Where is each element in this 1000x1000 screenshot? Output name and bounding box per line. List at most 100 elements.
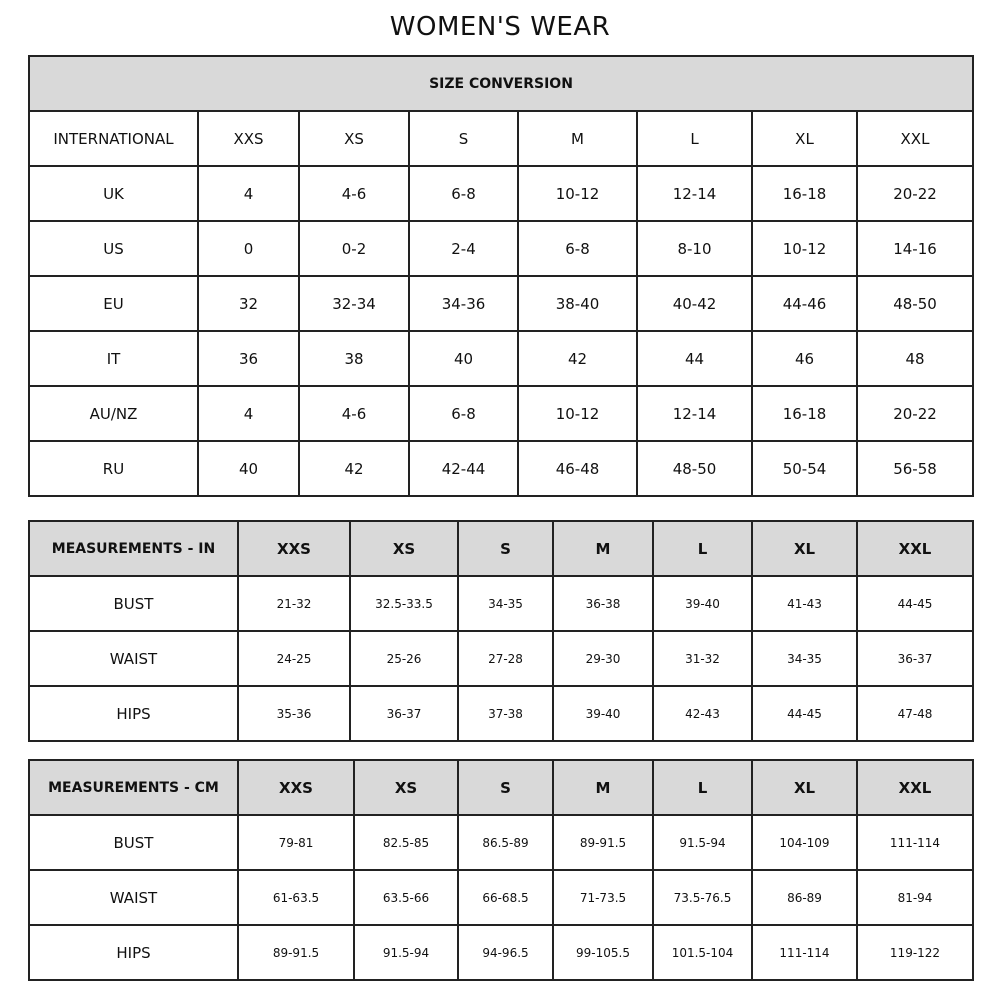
size-column-header: S [457,759,554,816]
table-cell: 16-18 [751,385,858,442]
size-conversion-banner: SIZE CONVERSION [28,55,974,112]
table-cell: 44-45 [751,685,858,742]
row-label: HIPS [28,685,239,742]
table-cell: 0 [197,220,300,277]
size-column-header: XXL [856,759,974,816]
table-cell: 40-42 [636,275,753,332]
table-cell: 38-40 [517,275,638,332]
table-cell: 16-18 [751,165,858,222]
table-cell: 36-37 [349,685,459,742]
table-cell: 32.5-33.5 [349,575,459,632]
size-column-header: XXS [237,759,355,816]
table-cell: 111-114 [856,814,974,871]
measurements-in-header-row: MEASUREMENTS - IN XXS XS S M L XL XXL [28,520,974,577]
table-cell: 34-35 [457,575,554,632]
measurements-cm-header-row: MEASUREMENTS - CM XXS XS S M L XL XXL [28,759,974,816]
table-cell: 12-14 [636,385,753,442]
table-cell: 36-38 [552,575,654,632]
size-column-header: XS [349,520,459,577]
table-cell: 4 [197,165,300,222]
table-cell: 36-37 [856,630,974,687]
table-cell: 20-22 [856,385,974,442]
table-cell: 48 [856,330,974,387]
table-cell: 39-40 [652,575,753,632]
size-column-header: L [652,520,753,577]
size-column-header: XL [751,759,858,816]
table-cell: 86-89 [751,869,858,926]
table-cell: 36 [197,330,300,387]
table-cell: 29-30 [552,630,654,687]
table-cell: 86.5-89 [457,814,554,871]
table-cell: 89-91.5 [237,924,355,981]
table-cell: 104-109 [751,814,858,871]
size-column-header: XXS [237,520,351,577]
table-cell: 66-68.5 [457,869,554,926]
size-column-header: XS [298,110,410,167]
table-cell: 119-122 [856,924,974,981]
table-cell: 46 [751,330,858,387]
table-row: BUST 21-32 32.5-33.5 34-35 36-38 39-40 41-43 44… [28,575,974,632]
table-cell: 40 [197,440,300,497]
table-cell: 6-8 [517,220,638,277]
table-row: BUST 79-81 82.5-85 86.5-89 89-91.5 91.5-94 104… [28,814,974,871]
table-row: WAIST 24-25 25-26 27-28 29-30 31-32 34-35 36-37 [28,630,974,687]
page-title: WOMEN'S WEAR [389,12,611,42]
table-row: AU/NZ 4 4-6 6-8 10-12 12-14 16-18 20-22 [28,385,974,442]
row-label: IT [28,330,199,387]
size-column-header: S [457,520,554,577]
row-label: WAIST [28,869,239,926]
size-column-header: L [636,110,753,167]
row-label-header: MEASUREMENTS - IN [28,520,239,577]
table-cell: 6-8 [408,165,519,222]
size-column-header: XXL [856,110,974,167]
table-cell: 111-114 [751,924,858,981]
table-cell: 20-22 [856,165,974,222]
table-cell: 39-40 [552,685,654,742]
row-label: US [28,220,199,277]
table-cell: 27-28 [457,630,554,687]
table-cell: 41-43 [751,575,858,632]
size-column-header: M [517,110,638,167]
table-cell: 38 [298,330,410,387]
row-label: BUST [28,814,239,871]
table-cell: 42 [298,440,410,497]
table-cell: 8-10 [636,220,753,277]
size-conversion-table: SIZE CONVERSION INTERNATIONAL XXS XS S M L XL X… [28,55,974,497]
table-cell: 48-50 [636,440,753,497]
table-cell: 10-12 [517,385,638,442]
size-column-header: XS [353,759,459,816]
table-cell: 32-34 [298,275,410,332]
table-cell: 82.5-85 [353,814,459,871]
measurements-cm-table: MEASUREMENTS - CM XXS XS S M L XL XXL BUST 79-81 8… [28,759,974,981]
table-cell: 94-96.5 [457,924,554,981]
table-row: HIPS 89-91.5 91.5-94 94-96.5 99-105.5 101.5-1… [28,924,974,981]
table-cell: 10-12 [751,220,858,277]
table-cell: 25-26 [349,630,459,687]
table-cell: 32 [197,275,300,332]
row-label: AU/NZ [28,385,199,442]
table-cell: 40 [408,330,519,387]
table-cell: 4 [197,385,300,442]
size-column-header: S [408,110,519,167]
table-cell: 2-4 [408,220,519,277]
row-label: EU [28,275,199,332]
size-column-header: L [652,759,753,816]
table-cell: 0-2 [298,220,410,277]
table-cell: 91.5-94 [652,814,753,871]
table-cell: 6-8 [408,385,519,442]
row-label-header: MEASUREMENTS - CM [28,759,239,816]
table-cell: 4-6 [298,165,410,222]
table-cell: 81-94 [856,869,974,926]
size-column-header: M [552,520,654,577]
size-column-header: XL [751,520,858,577]
table-cell: 42-44 [408,440,519,497]
row-label: WAIST [28,630,239,687]
table-cell: 21-32 [237,575,351,632]
table-cell: 101.5-104 [652,924,753,981]
table-cell: 34-35 [751,630,858,687]
table-row: EU 32 32-34 34-36 38-40 40-42 44-46 48-50 [28,275,974,332]
table-row: UK 4 4-6 6-8 10-12 12-14 16-18 20-22 [28,165,974,222]
table-cell: 44-46 [751,275,858,332]
table-cell: 34-36 [408,275,519,332]
table-cell: 35-36 [237,685,351,742]
